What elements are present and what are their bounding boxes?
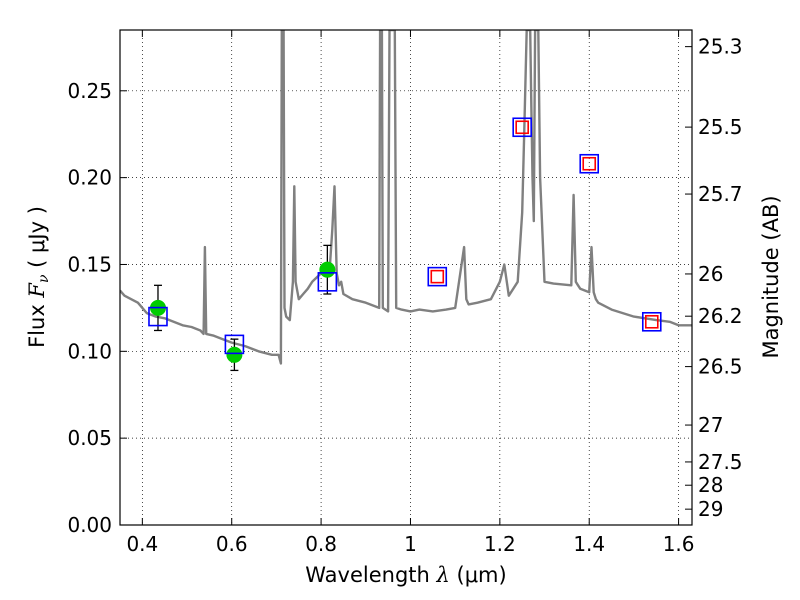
magnitude-tick-label: 29 bbox=[698, 497, 723, 521]
magnitude-tick-label: 26.5 bbox=[698, 355, 743, 379]
x-tick-label: 0.6 bbox=[216, 532, 248, 556]
magnitude-tick-label: 26 bbox=[698, 262, 723, 286]
grid bbox=[120, 30, 692, 525]
model-flux-square bbox=[224, 334, 245, 355]
x-tick-label: 0.4 bbox=[126, 532, 158, 556]
model-flux-square bbox=[148, 306, 168, 327]
magnitude-tick-label: 27 bbox=[698, 413, 723, 437]
axis-ticks: 0.4 0.6 0.8 1 1.2 1.4 1.6 0.00 0.05 0.10 0.15 0.20 0… bbox=[67, 30, 743, 556]
magnitude-tick-label: 28 bbox=[698, 473, 723, 497]
y-tick-label: 0.20 bbox=[67, 166, 112, 190]
magnitude-axis-label: Magnitude (AB) bbox=[759, 195, 783, 358]
magnitude-tick-label: 26.2 bbox=[698, 304, 743, 328]
x-tick-label: 1.4 bbox=[573, 532, 605, 556]
y-tick-label: 0.15 bbox=[67, 252, 112, 276]
model-flux-square bbox=[579, 153, 600, 174]
magnitude-tick-label: 25.7 bbox=[698, 182, 743, 206]
photometry-point bbox=[226, 346, 243, 363]
magnitude-tick-label: 27.5 bbox=[698, 450, 743, 474]
predicted-flux-square bbox=[430, 269, 445, 284]
y-tick-label: 0.10 bbox=[67, 339, 112, 363]
plot-frame bbox=[119, 29, 693, 526]
x-tick-label: 1.6 bbox=[663, 532, 695, 556]
photometry-point bbox=[319, 261, 336, 278]
y-tick-label: 0.05 bbox=[67, 426, 112, 450]
model-flux-square bbox=[512, 117, 532, 138]
y-axis-symbol: F bbox=[25, 282, 49, 299]
x-tick-label: 1.2 bbox=[484, 532, 516, 556]
magnitude-tick-label: 25.3 bbox=[698, 35, 743, 59]
x-tick-label: 1 bbox=[404, 532, 417, 556]
predicted-flux-square bbox=[644, 314, 659, 329]
model-flux-square bbox=[427, 266, 448, 287]
y-tick-label: 0.00 bbox=[67, 513, 112, 537]
y-axis-label: Flux Fν ( μJy ) bbox=[25, 206, 52, 348]
y-tick-label: 0.25 bbox=[67, 79, 112, 103]
model-flux-square bbox=[317, 272, 338, 292]
x-axis-symbol: λ bbox=[436, 563, 450, 587]
spectrum-line bbox=[120, 30, 692, 365]
x-axis-label: Wavelength λ (μm) bbox=[305, 563, 506, 587]
y-axis-subscript: ν bbox=[36, 274, 52, 283]
predicted-flux-square bbox=[582, 156, 597, 171]
x-tick-label: 0.8 bbox=[305, 532, 337, 556]
plot-area bbox=[120, 30, 692, 372]
magnitude-tick-label: 25.5 bbox=[698, 115, 743, 139]
predicted-flux-square bbox=[515, 120, 529, 135]
model-flux-square bbox=[641, 311, 662, 332]
